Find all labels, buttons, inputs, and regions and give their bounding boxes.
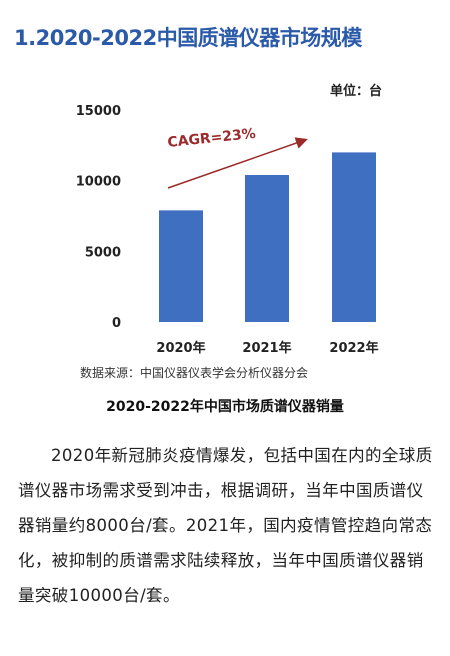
y-tick-label: 15000	[76, 104, 121, 119]
y-tick-label: 10000	[76, 175, 121, 190]
cagr-arrow	[167, 137, 308, 189]
unit-label: 单位：台	[330, 84, 383, 99]
bar	[159, 210, 203, 322]
cagr-label: CAGR=23%	[167, 126, 257, 151]
body-paragraph: 2020年新冠肺炎疫情爆发，包括中国在内的全球质谱仪器市场需求受到冲击，根据调研…	[18, 438, 434, 613]
bar	[245, 175, 289, 322]
paragraph-text: 2020年新冠肺炎疫情爆发，包括中国在内的全球质谱仪器市场需求受到冲击，根据调研…	[18, 446, 433, 605]
y-tick-label: 5000	[85, 245, 121, 260]
sales-bar-chart: 0 5000 10000 15000 2020年 2021年 2022年 CAGR=23%	[76, 104, 379, 356]
page-heading: 1.2020-2022中国质谱仪器市场规模	[14, 26, 362, 50]
bar	[332, 152, 376, 322]
data-source: 数据来源：中国仪器仪表学会分析仪器分会	[80, 366, 309, 380]
chart-caption: 2020-2022年中国市场质谱仪器销量	[106, 399, 344, 415]
x-tick-label: 2021年	[242, 340, 291, 356]
x-tick-label: 2020年	[156, 340, 205, 356]
x-tick-label: 2022年	[329, 340, 378, 356]
y-tick-label: 0	[112, 316, 121, 331]
